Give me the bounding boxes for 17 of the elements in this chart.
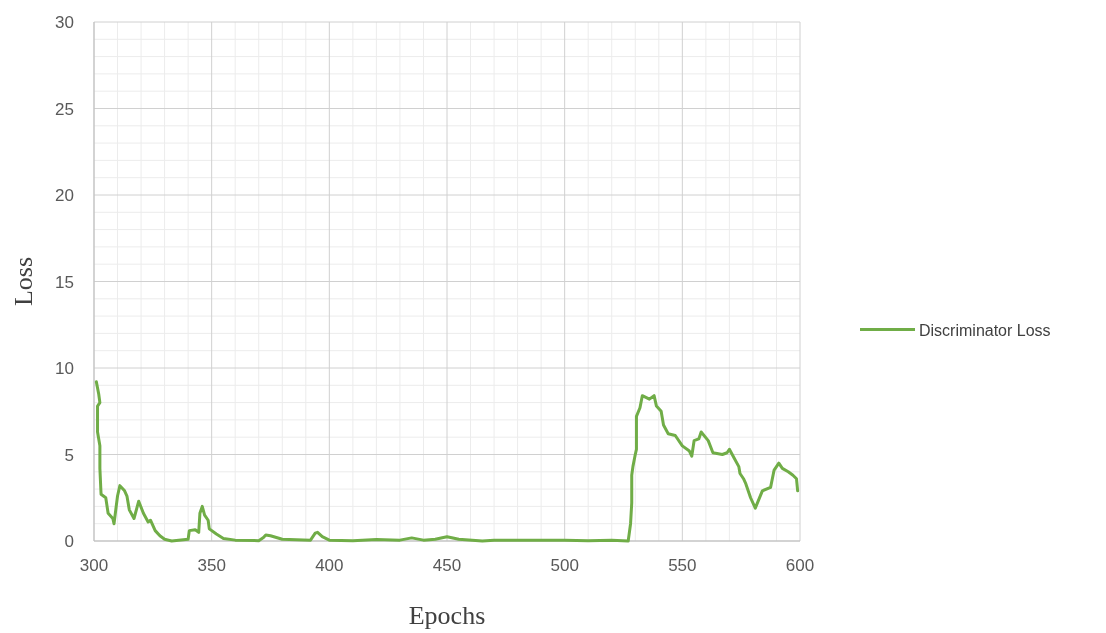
x-tick-label: 350 [197, 556, 226, 575]
x-tick-label: 400 [315, 556, 344, 575]
y-tick-label: 5 [64, 445, 74, 465]
y-tick-label: 20 [55, 186, 74, 205]
y-tick-label: 0 [64, 532, 74, 551]
x-axis-title: Epochs [408, 601, 486, 630]
y-tick-label: 25 [55, 99, 74, 119]
y-tick-label: 10 [55, 359, 74, 378]
y-axis-title: Loss [9, 256, 38, 307]
x-tick-label: 450 [432, 556, 462, 575]
y-tick-label: 15 [55, 272, 74, 292]
x-tick-label: 300 [79, 556, 109, 575]
y-tick-label: 30 [55, 13, 74, 32]
legend-label: Discriminator Loss [919, 321, 1051, 339]
x-tick-label: 600 [785, 556, 815, 575]
x-tick-label: 500 [550, 556, 579, 575]
x-tick-label: 550 [668, 556, 697, 575]
